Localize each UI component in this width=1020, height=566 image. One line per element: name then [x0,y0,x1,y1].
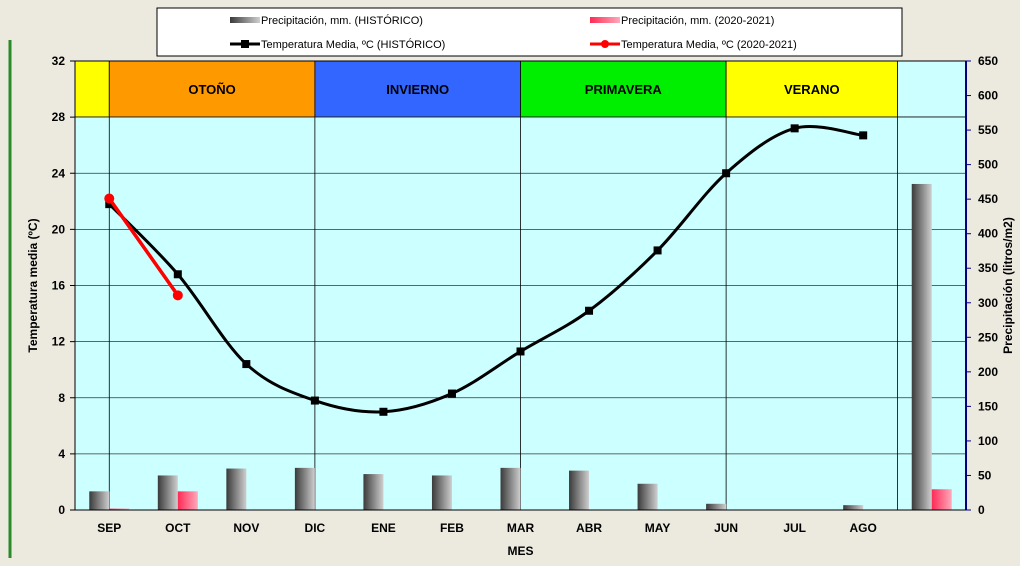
point-temp-2020-2021-sep [104,193,115,204]
tick-label-left-3: 12 [52,335,66,349]
tick-label-left-8: 32 [52,54,66,68]
bar-historico-total [911,183,932,511]
tick-label-right-10: 500 [978,158,998,172]
tick-label-right-7: 350 [978,261,998,275]
x-tick-label-sep: SEP [97,521,121,535]
tick-label-right-1: 50 [978,468,992,482]
point-temp-historico-nov [242,360,251,369]
legend-swatch-0 [230,17,260,23]
bar-historico-ene [363,474,384,510]
season-band-5 [897,60,967,118]
x-tick-label-abr: ABR [576,521,602,535]
point-temp-historico-mar [516,347,525,356]
legend-label-0: Precipitación, mm. (HISTÓRICO) [261,14,423,27]
tick-label-right-0: 0 [978,503,985,517]
legend-label-3: Temperatura Media, ºC (2020-2021) [621,39,797,51]
tick-label-left-5: 20 [52,222,66,236]
x-tick-label-jul: JUL [783,521,806,535]
tick-label-right-4: 200 [978,365,998,379]
bar-historico-dic [294,467,315,510]
line-temp-2020-2021 [107,197,180,297]
point-temp-historico-sep [105,200,114,209]
bar-historico-sep [89,491,110,510]
bar-2020-2021-total [931,489,952,510]
point-temp-historico-feb [447,389,456,398]
x-tick-label-feb: FEB [440,521,464,535]
bar-historico-ago [843,505,864,510]
point-temp-historico-dic [310,396,319,405]
legend-label-2: Temperatura Media, ºC (HISTÓRICO) [261,38,445,51]
season-label-2: INVIERNO [386,82,449,97]
point-temp-2020-2021-oct [172,290,183,301]
x-tick-label-may: MAY [645,521,671,535]
bar-historico-feb [431,475,452,510]
tick-label-right-2: 100 [978,434,998,448]
legend-swatch-1 [590,17,620,23]
bar-historico-may [637,483,658,510]
legend-marker-3 [601,40,609,48]
tick-label-left-2: 8 [58,391,65,405]
season-label-4: VERANO [784,82,840,97]
bar-2020-2021-sep [109,508,130,510]
tick-label-right-3: 150 [978,399,998,413]
x-tick-label-nov: NOV [233,521,259,535]
legend-box [156,7,903,57]
x-axis-title: MES [507,544,533,558]
tick-label-right-13: 650 [978,54,998,68]
tick-label-right-11: 550 [978,123,998,137]
tick-label-left-1: 4 [58,447,65,461]
x-tick-label-ago: AGO [850,521,877,535]
line-temp-historico [108,125,864,414]
tick-label-right-9: 450 [978,192,998,206]
point-temp-historico-ene [379,407,388,416]
point-temp-historico-ago [859,131,868,140]
x-tick-label-oct: OCT [165,521,191,535]
x-tick-label-dic: DIC [305,521,326,535]
tick-label-left-4: 16 [52,279,66,293]
y-axis-right-title: Precipitación (litros/m2) [1001,217,1015,354]
season-band-2 [314,60,521,118]
point-temp-historico-may [653,246,662,255]
season-label-3: PRIMAVERA [585,82,663,97]
legend-marker-2 [241,40,249,48]
point-temp-historico-jun [722,169,731,178]
tick-label-right-6: 300 [978,296,998,310]
point-temp-historico-jul [790,124,799,133]
y-axis-left-title: Temperatura media (ºC) [26,218,40,352]
bar-historico-jun [706,503,727,510]
x-tick-label-jun: JUN [714,521,738,535]
bar-2020-2021-oct [177,491,198,510]
tick-label-left-0: 0 [58,503,65,517]
tick-label-right-5: 250 [978,330,998,344]
season-band-0 [74,60,110,118]
point-temp-historico-abr [585,306,594,315]
tick-label-left-6: 24 [52,166,66,180]
tick-label-right-12: 600 [978,89,998,103]
bar-historico-nov [226,468,247,510]
tick-label-right-8: 400 [978,227,998,241]
season-label-1: OTOÑO [188,82,235,97]
point-temp-historico-oct [173,270,182,279]
legend-label-1: Precipitación, mm. (2020-2021) [621,15,774,27]
bar-historico-abr [569,470,590,510]
x-tick-label-ene: ENE [371,521,396,535]
bar-historico-oct [157,475,178,510]
bar-historico-mar [500,467,521,510]
x-tick-label-mar: MAR [507,521,535,535]
tick-label-left-7: 28 [52,110,66,124]
